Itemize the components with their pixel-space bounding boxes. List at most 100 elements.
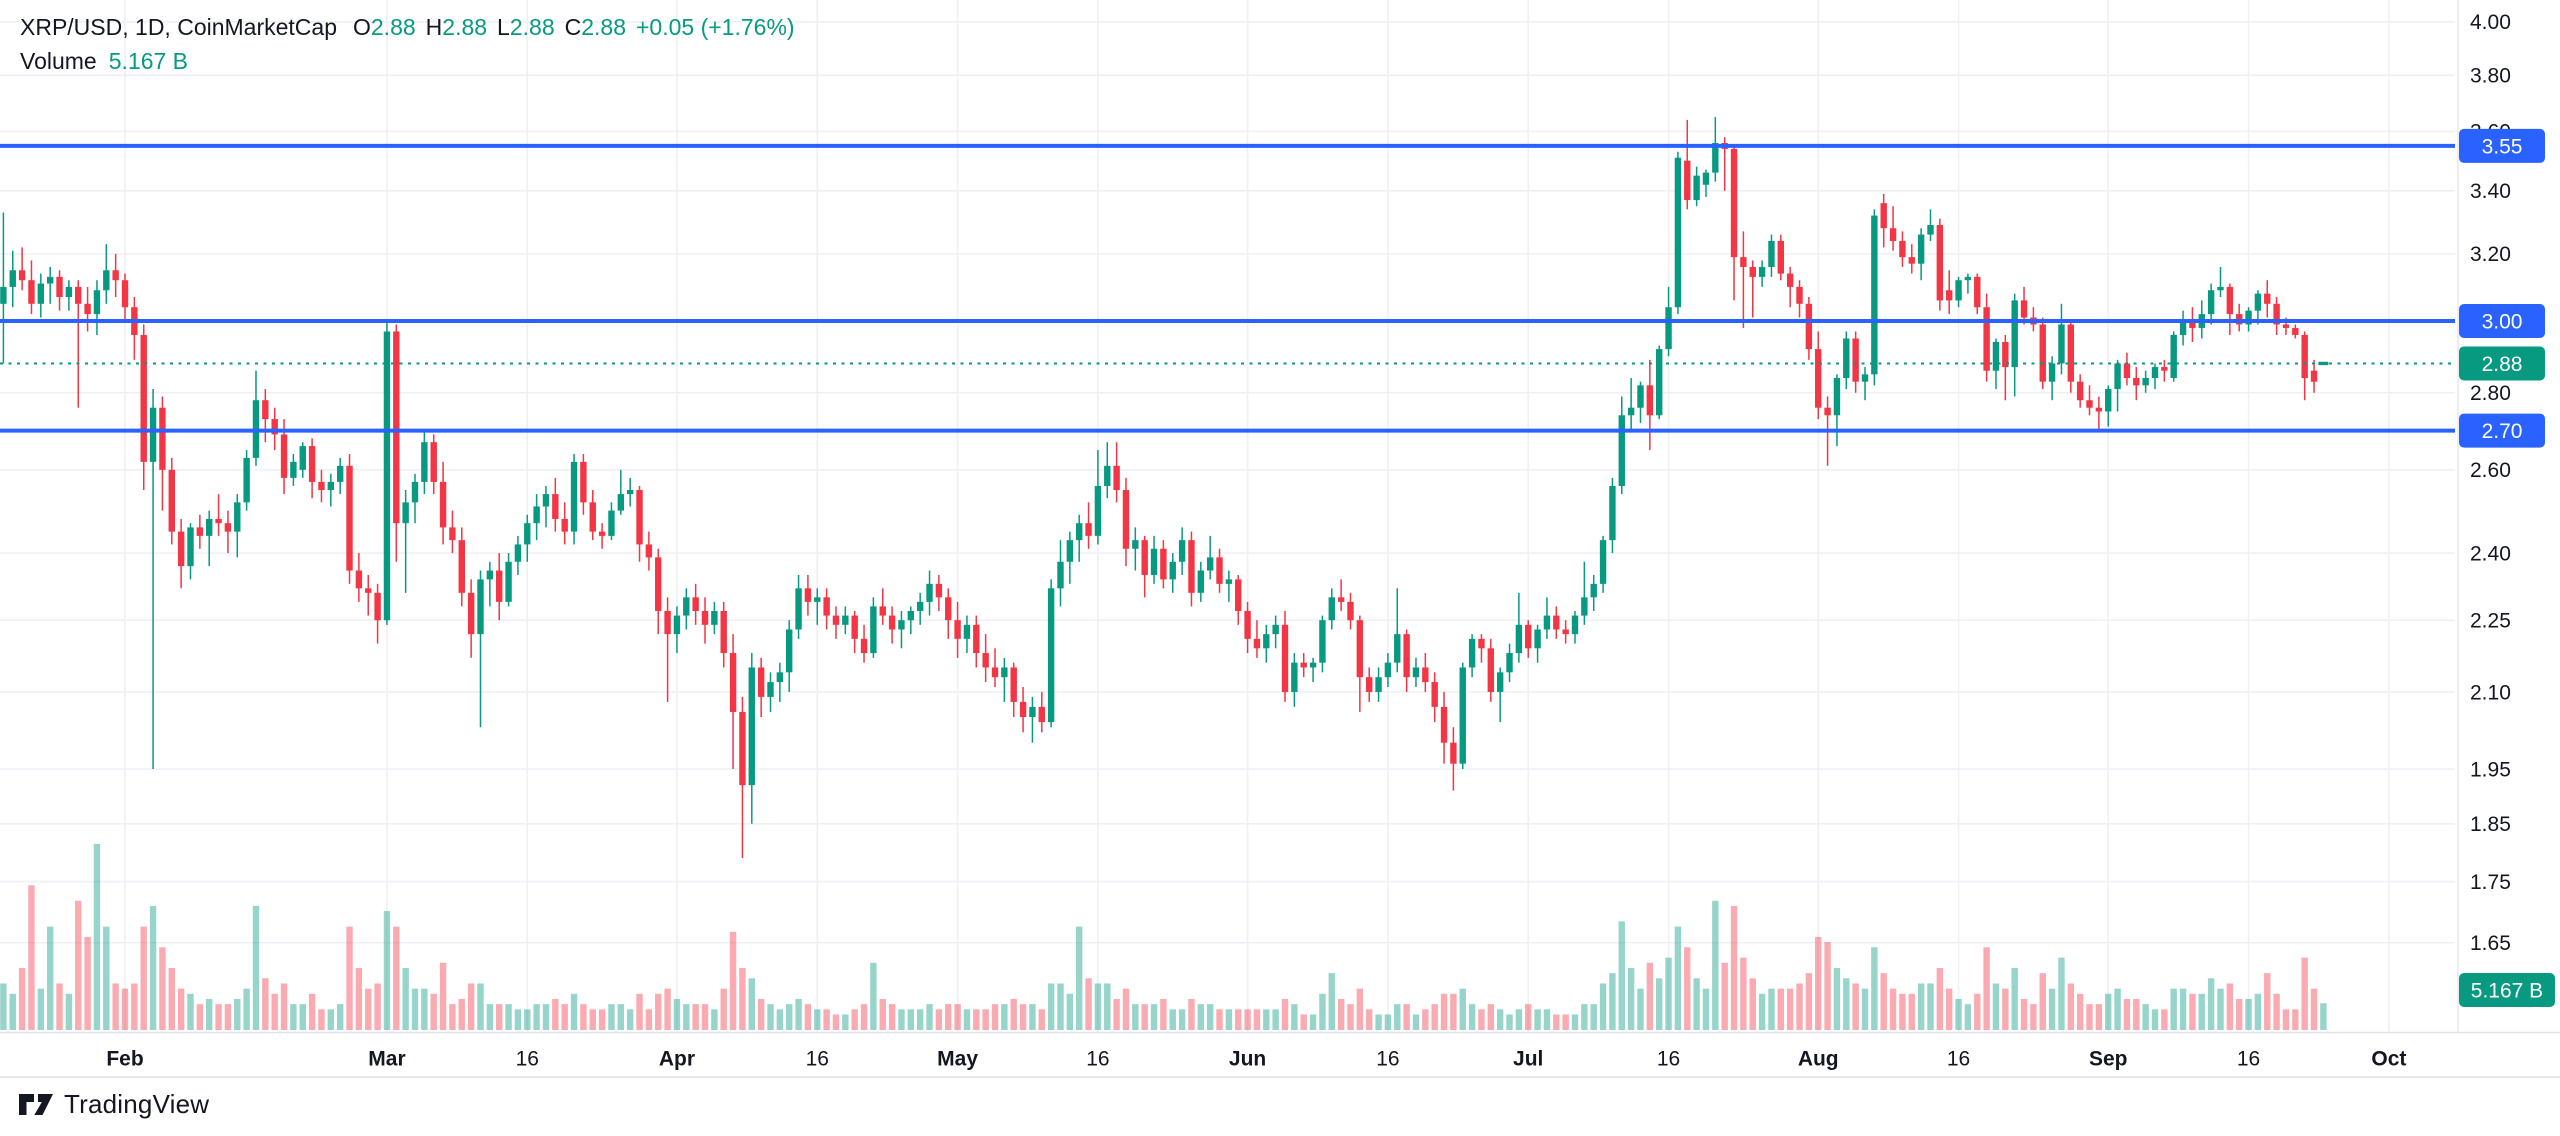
candle-body [1291, 662, 1298, 692]
candle-body [945, 597, 952, 621]
candle-body [991, 667, 999, 678]
time-tick-label: Feb [106, 1047, 143, 1070]
candle-body [683, 597, 690, 616]
volume-bar [411, 988, 419, 1030]
volume-bar [2161, 1009, 2168, 1030]
price-tick-label: 1.85 [2470, 813, 2511, 836]
volume-bar [2076, 993, 2084, 1030]
candle-body [505, 561, 512, 602]
volume-bar [1506, 1014, 1513, 1030]
candle-body [786, 629, 793, 673]
candle-body [1384, 662, 1392, 678]
volume-bar [1927, 983, 1934, 1030]
volume-bar [692, 1004, 699, 1030]
candle-body [1197, 570, 1205, 593]
volume-bar [1300, 1014, 1307, 1030]
volume-bar [1076, 926, 1083, 1030]
volume-bar [1347, 1004, 1354, 1030]
candle-body [37, 283, 45, 304]
price-tick-label: 3.80 [2470, 65, 2511, 88]
tradingview-logo-icon[interactable] [18, 1088, 54, 1120]
volume-bar [1422, 1009, 1429, 1030]
volume-bar [786, 1004, 793, 1030]
volume-bar [206, 998, 213, 1030]
candle-body [18, 270, 26, 281]
time-axis[interactable]: Feb Mar 16 Apr 16 May 16 Jun 16 Jul 16 Aug 16 Sep 16 Oc… [106, 1047, 2406, 1070]
volume-bar [271, 993, 278, 1030]
symbol-title[interactable]: XRP/USD, 1D, CoinMarketCap [20, 14, 337, 40]
volume-bar [2123, 998, 2131, 1030]
candle-body [739, 711, 746, 786]
candle-body [93, 290, 101, 315]
candle-body [1440, 706, 1448, 743]
volume-bar [823, 1009, 830, 1030]
volume-bar [814, 1009, 821, 1030]
price-tick-label: 1.95 [2470, 758, 2511, 781]
volume-bar [37, 988, 45, 1030]
legend-symbol-row: XRP/USD, 1D, CoinMarketCap O 2.88 H 2.88… [20, 10, 795, 44]
volume-bar [1206, 1004, 1214, 1030]
volume-bar [1225, 1009, 1233, 1030]
volume-bar [2282, 1009, 2290, 1030]
candle-body [1132, 540, 1139, 549]
candle-body [608, 510, 615, 536]
volume-bar [1496, 1009, 1504, 1030]
price-tick-label: 2.80 [2470, 382, 2511, 405]
candle-body [842, 615, 849, 625]
legend-volume-row: Volume 5.167 B [20, 44, 795, 78]
volume-bar [1974, 993, 1981, 1030]
time-tick-label: 16 [1376, 1047, 1399, 1070]
candle-body [655, 557, 662, 611]
volume-bar [1665, 957, 1672, 1030]
volume-label[interactable]: Volume [20, 48, 97, 74]
volume-bar [355, 967, 363, 1030]
grid [0, 0, 2455, 1032]
candle-body [926, 583, 933, 602]
time-tick-label: 16 [2237, 1047, 2260, 1070]
brand-name[interactable]: TradingView [64, 1088, 210, 1119]
candle-body [1319, 620, 1326, 663]
volume-bar [1047, 983, 1055, 1030]
volume-bar [430, 993, 437, 1030]
volume-bar [2226, 983, 2234, 1030]
volume-bar [168, 967, 175, 1030]
volume-bar [1945, 988, 1953, 1030]
candle-body [2273, 303, 2280, 325]
volume-bar [1730, 905, 1738, 1030]
volume-bar [2039, 973, 2046, 1030]
volume-bar [916, 1009, 924, 1030]
candle-body [1160, 548, 1167, 580]
candle-body [2161, 367, 2168, 371]
volume-bar [93, 843, 101, 1030]
candle-body [1515, 624, 1523, 654]
candle-body [1974, 276, 1981, 308]
candle-body [2310, 370, 2318, 382]
time-tick-label: 16 [1657, 1047, 1680, 1070]
candle-body [458, 540, 465, 593]
volume-bar [1431, 1004, 1438, 1030]
volume-bar [589, 1009, 596, 1030]
volume-bar [1534, 1009, 1541, 1030]
candle-body [795, 588, 802, 630]
candle-body [290, 461, 297, 478]
badge-text: 3.55 [2482, 135, 2523, 158]
candle-body [1702, 172, 1710, 185]
volume-bar [2020, 998, 2028, 1030]
candle-body [2105, 389, 2112, 412]
candle-body [1328, 597, 1335, 621]
volume-bar [1702, 988, 1710, 1030]
volume-bar [1468, 1004, 1476, 1030]
volume-bar [421, 988, 428, 1030]
candle-body [1880, 203, 1887, 229]
candle-body [1936, 225, 1944, 301]
candle-body [2067, 324, 2075, 382]
candle-body [1038, 706, 1045, 723]
candle-body [1992, 342, 2000, 371]
candle-body [1525, 624, 1532, 649]
candle-body [916, 601, 924, 611]
candle-body [1122, 490, 1130, 549]
candle-body [1824, 407, 1831, 416]
candle-body [814, 597, 821, 602]
price-tick-label: 4.00 [2470, 11, 2511, 34]
